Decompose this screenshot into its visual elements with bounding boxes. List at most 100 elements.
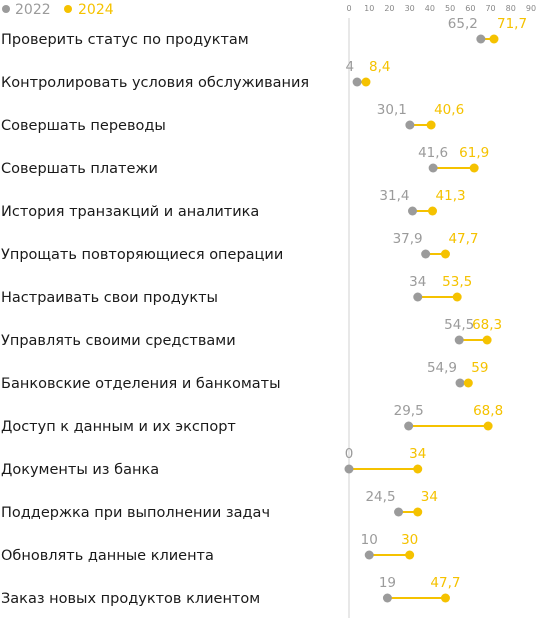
chart-row: Документы из банка 0 34: [1, 446, 426, 478]
category-label: Проверить статус по продуктам: [1, 32, 249, 48]
legend-label-2022: 2022: [15, 2, 51, 18]
point-2022: [382, 593, 392, 603]
chart-rows: Проверить статус по продуктам 65,2 71,7 Кон…: [1, 16, 527, 607]
value-label-2022: 37,9: [393, 231, 423, 247]
legend-label-2024: 2024: [78, 2, 114, 18]
value-label-2022: 29,5: [394, 403, 424, 419]
x-tick-label: 80: [506, 4, 516, 13]
value-label-2022: 34: [409, 274, 426, 290]
x-axis: 0 10 20 30 40 50 60 70 80 90: [346, 4, 536, 618]
legend: 2022 2024: [2, 2, 114, 18]
point-2024: [428, 206, 438, 216]
value-label-2024: 71,7: [497, 16, 527, 32]
point-2022: [407, 206, 417, 216]
category-label: История транзакций и аналитика: [1, 204, 259, 220]
category-label: Обновлять данные клиента: [1, 548, 214, 564]
category-label: Управлять своими средствами: [1, 333, 236, 349]
point-2022: [352, 77, 362, 87]
value-label-2024: 47,7: [430, 575, 460, 591]
x-tick-label: 30: [405, 4, 415, 13]
point-2024: [463, 378, 473, 388]
x-tick-label: 50: [445, 4, 455, 13]
point-2024: [452, 292, 462, 302]
value-label-2024: 68,8: [473, 403, 503, 419]
value-label-2024: 68,3: [472, 317, 502, 333]
chart-row: Упрощать повторяющиеся операции 37,9 47,7: [1, 231, 479, 263]
point-2022: [476, 34, 486, 44]
value-label-2022: 19: [379, 575, 396, 591]
value-label-2022: 65,2: [448, 16, 478, 32]
value-label-2022: 4: [345, 59, 354, 75]
value-label-2024: 8,4: [369, 59, 390, 75]
chart-row: Поддержка при выполнении задач 24,5 34: [1, 489, 438, 521]
x-tick-label: 90: [526, 4, 536, 13]
chart-row: Контролировать условия обслуживания 4 8,4: [1, 59, 390, 91]
point-2024: [426, 120, 436, 130]
category-label: Банковские отделения и банкоматы: [1, 376, 281, 392]
category-label: Контролировать условия обслуживания: [1, 75, 309, 91]
point-2022: [413, 292, 423, 302]
chart-row: Настраивать свои продукты 34 53,5: [1, 274, 472, 306]
point-2022: [405, 120, 415, 130]
chart-row: Проверить статус по продуктам 65,2 71,7: [1, 16, 527, 48]
x-tick-label: 0: [346, 4, 351, 13]
legend-marker-2022: [2, 5, 10, 13]
point-2022: [428, 163, 438, 173]
value-label-2024: 40,6: [434, 102, 464, 118]
point-2024: [413, 507, 423, 517]
chart-row: Управлять своими средствами 54,568,3: [1, 317, 502, 349]
point-2024: [482, 335, 492, 345]
point-2022: [421, 249, 431, 259]
chart-row: Заказ новых продуктов клиентом 19 47,7: [1, 575, 460, 607]
category-label: Упрощать повторяющиеся операции: [1, 247, 283, 263]
x-tick-label: 10: [364, 4, 374, 13]
category-label: Совершать платежи: [1, 161, 158, 177]
x-tick-label: 40: [425, 4, 435, 13]
point-2024: [413, 464, 423, 474]
value-label-2022: 24,5: [365, 489, 395, 505]
value-label-2022: 0: [345, 446, 354, 462]
category-label: Совершать переводы: [1, 118, 166, 134]
point-2024: [483, 421, 493, 431]
point-2022: [344, 464, 354, 474]
chart-row: Совершать платежи 41,6 61,9: [1, 145, 489, 177]
category-label: Настраивать свои продукты: [1, 290, 218, 306]
chart-row: Банковские отделения и банкоматы 54,9 59: [1, 360, 488, 392]
point-2022: [364, 550, 374, 560]
point-2024: [361, 77, 371, 87]
value-label-2022: 54,5: [444, 317, 474, 333]
category-label: Заказ новых продуктов клиентом: [1, 591, 260, 607]
chart-row: История транзакций и аналитика 31,4 41,3: [1, 188, 466, 220]
value-label-2022: 31,4: [379, 188, 409, 204]
point-2024: [440, 593, 450, 603]
value-label-2024: 47,7: [448, 231, 478, 247]
value-label-2024: 34: [421, 489, 438, 505]
value-label-2022: 41,6: [418, 145, 448, 161]
legend-marker-2024: [64, 5, 72, 13]
value-label-2024: 61,9: [459, 145, 489, 161]
chart-row: Обновлять данные клиента 10 30: [1, 532, 418, 564]
point-2022: [404, 421, 414, 431]
point-2022: [454, 335, 464, 345]
point-2022: [455, 378, 465, 388]
x-tick-label: 60: [465, 4, 475, 13]
x-tick-label: 70: [485, 4, 495, 13]
value-label-2024: 41,3: [436, 188, 466, 204]
value-label-2024: 53,5: [442, 274, 472, 290]
value-label-2024: 34: [409, 446, 426, 462]
category-label: Поддержка при выполнении задач: [1, 505, 270, 521]
point-2024: [440, 249, 450, 259]
x-tick-label: 20: [384, 4, 394, 13]
chart-row: Совершать переводы 30,1 40,6: [1, 102, 464, 134]
category-label: Доступ к данным и их экспорт: [1, 419, 236, 435]
chart-row: Доступ к данным и их экспорт 29,5 68,8: [1, 403, 503, 435]
category-label: Документы из банка: [1, 462, 159, 478]
point-2024: [405, 550, 415, 560]
value-label-2022: 30,1: [377, 102, 407, 118]
value-label-2022: 10: [361, 532, 378, 548]
point-2024: [469, 163, 479, 173]
value-label-2022: 54,9: [427, 360, 457, 376]
point-2022: [394, 507, 404, 517]
value-label-2024: 30: [401, 532, 418, 548]
